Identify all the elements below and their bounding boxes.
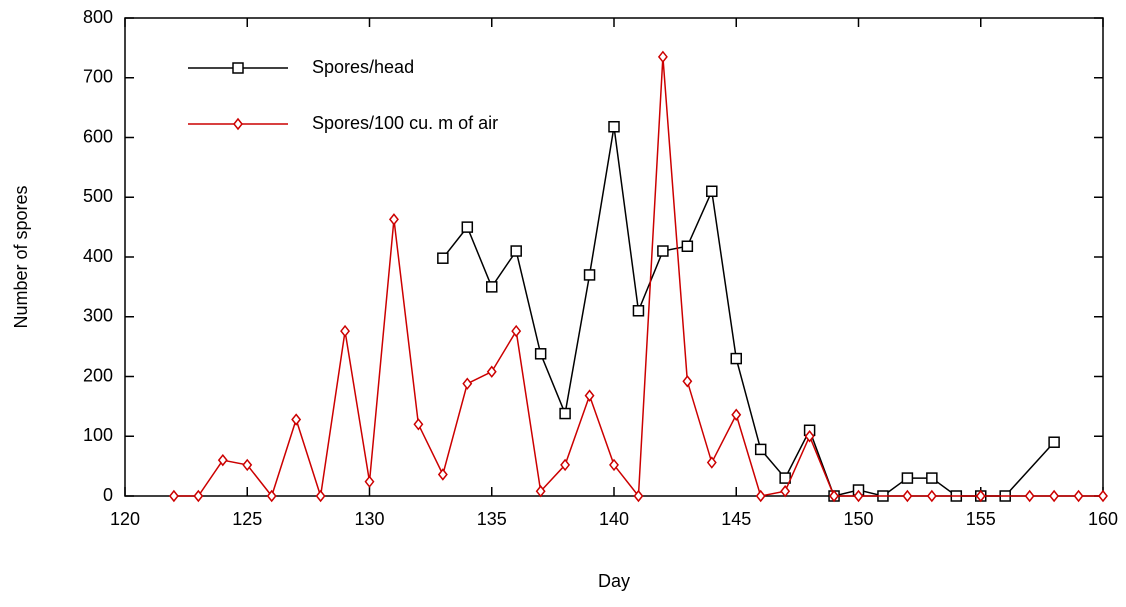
marker (804, 430, 815, 443)
marker (486, 365, 497, 378)
marker (829, 489, 840, 503)
x-tick-label: 145 (721, 509, 751, 529)
marker (242, 458, 253, 472)
marker (926, 472, 938, 484)
marker (1073, 489, 1084, 503)
marker (413, 418, 424, 431)
marker (1098, 489, 1108, 503)
y-tick-label: 300 (83, 306, 113, 326)
marker (609, 458, 619, 472)
x-tick-label: 140 (599, 509, 629, 529)
y-tick-label: 800 (83, 7, 113, 27)
series-line (442, 126, 1055, 497)
marker (706, 456, 717, 469)
marker (560, 458, 571, 472)
x-tick-label: 155 (966, 509, 996, 529)
marker (437, 468, 448, 481)
marker (901, 472, 914, 484)
marker (437, 252, 449, 264)
marker (633, 489, 644, 503)
y-tick-label: 100 (83, 425, 113, 445)
marker (780, 485, 791, 498)
marker (682, 375, 693, 388)
legend-marker (232, 62, 244, 74)
marker (193, 489, 204, 503)
y-tick-label: 0 (103, 485, 113, 505)
marker (559, 407, 571, 420)
x-tick-label: 135 (477, 509, 507, 529)
x-tick-label: 130 (354, 509, 384, 529)
marker (1024, 489, 1035, 503)
legend-marker (233, 117, 243, 131)
marker (755, 489, 766, 503)
marker (291, 413, 302, 426)
y-tick-label: 700 (83, 67, 113, 87)
marker (902, 489, 913, 503)
marker (608, 120, 620, 133)
marker (461, 221, 474, 233)
plot-frame (124, 17, 1104, 497)
marker (315, 489, 326, 503)
marker (1048, 436, 1060, 448)
marker (730, 352, 742, 365)
x-axis-label: Day (598, 571, 630, 591)
marker (584, 389, 595, 402)
marker (779, 472, 791, 484)
marker (975, 489, 986, 503)
marker (632, 305, 645, 317)
marker (731, 408, 742, 421)
y-axis-label: Number of spores (11, 185, 31, 328)
marker (754, 443, 767, 456)
marker (266, 489, 277, 503)
marker (853, 489, 864, 503)
y-tick-label: 400 (83, 246, 113, 266)
x-tick-label: 120 (110, 509, 140, 529)
legend-label: Spores/head (312, 57, 414, 77)
marker (217, 453, 228, 467)
x-tick-label: 160 (1088, 509, 1118, 529)
marker (535, 485, 546, 498)
y-tick-label: 600 (83, 126, 113, 146)
marker (681, 240, 694, 252)
legend-label: Spores/100 cu. m of air (312, 113, 498, 133)
marker (583, 269, 596, 281)
marker (510, 245, 522, 257)
marker (168, 489, 179, 503)
x-tick-label: 125 (232, 509, 262, 529)
marker (926, 489, 937, 503)
marker (657, 50, 668, 64)
y-tick-label: 500 (83, 186, 113, 206)
x-tick-label: 150 (843, 509, 873, 529)
marker (486, 281, 498, 293)
marker (388, 213, 399, 226)
marker (534, 348, 547, 360)
marker (462, 377, 473, 390)
marker (706, 185, 718, 198)
marker (340, 324, 351, 338)
marker (364, 475, 375, 488)
y-tick-label: 200 (83, 365, 113, 385)
marker (1049, 489, 1060, 503)
marker (657, 245, 669, 257)
marker (511, 324, 522, 338)
